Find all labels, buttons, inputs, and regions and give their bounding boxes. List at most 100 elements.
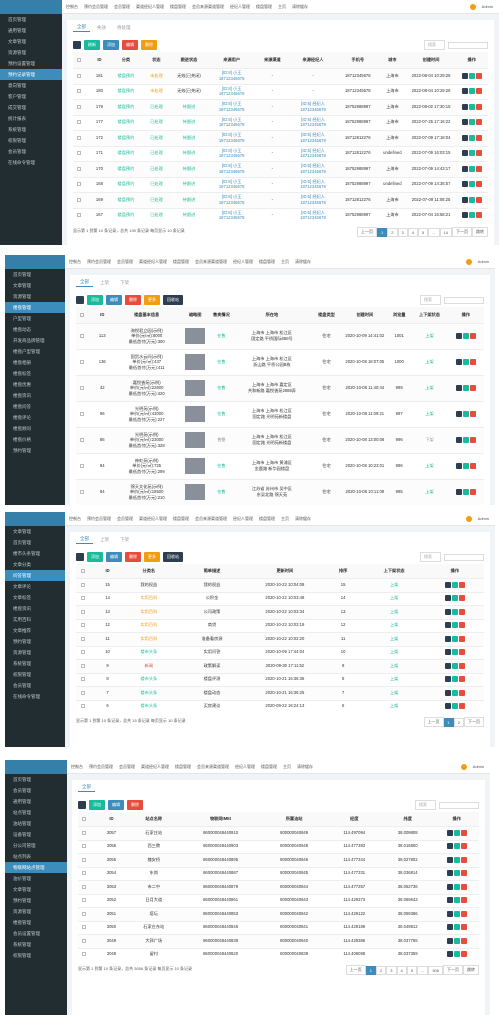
- action-button[interactable]: [469, 437, 476, 443]
- tab[interactable]: 全部: [78, 783, 95, 792]
- toolbar-button[interactable]: 添加: [89, 800, 105, 810]
- action-button[interactable]: [468, 103, 475, 110]
- page-button[interactable]: 4: [407, 227, 418, 237]
- action-button[interactable]: [455, 411, 462, 417]
- action-button[interactable]: [461, 119, 468, 126]
- action-button[interactable]: [461, 72, 468, 79]
- tab[interactable]: 下架: [120, 279, 129, 285]
- checkbox[interactable]: [80, 690, 85, 695]
- action-button[interactable]: [453, 829, 460, 836]
- action-button[interactable]: [453, 870, 460, 877]
- toolbar-button[interactable]: 回收站: [163, 295, 183, 305]
- sidebar-item[interactable]: 文章推荐: [13, 628, 31, 633]
- nav-tab[interactable]: 渠道经纪人管理: [136, 3, 164, 9]
- action-button[interactable]: [451, 649, 458, 656]
- action-button[interactable]: [469, 463, 476, 469]
- nav-tab[interactable]: 经纪人管理: [233, 515, 253, 521]
- nav-tab[interactable]: 楼盘管理: [173, 515, 189, 521]
- sidebar-item[interactable]: 首页管理: [13, 272, 31, 277]
- sidebar-item[interactable]: 油价管理: [13, 876, 31, 881]
- checkbox[interactable]: [80, 464, 85, 468]
- nav-tab[interactable]: 会员来源渠道管理: [197, 763, 229, 769]
- search-box[interactable]: 搜索: [420, 295, 441, 305]
- sidebar-item[interactable]: 设备管理: [13, 832, 31, 837]
- toolbar-button[interactable]: 回收站: [163, 552, 183, 562]
- checkbox[interactable]: [80, 596, 85, 601]
- action-button[interactable]: [444, 676, 451, 683]
- action-button[interactable]: [475, 103, 482, 110]
- search-box[interactable]: 搜索: [415, 800, 436, 810]
- action-button[interactable]: [451, 622, 458, 629]
- checkbox[interactable]: [80, 313, 85, 317]
- action-button[interactable]: [468, 165, 475, 172]
- sidebar-item[interactable]: 站点管理: [13, 810, 31, 815]
- nav-tab[interactable]: 楼盘管理: [170, 3, 186, 9]
- nav-tab[interactable]: 预约会员管理: [84, 3, 108, 9]
- sidebar-item[interactable]: 油站管理: [13, 821, 31, 826]
- nav-tab[interactable]: 楼盘管理: [175, 763, 191, 769]
- search-box[interactable]: 搜索: [420, 552, 441, 562]
- action-button[interactable]: [460, 856, 467, 863]
- sidebar-item[interactable]: 楼盘标签: [13, 371, 31, 376]
- refresh-button[interactable]: [76, 296, 84, 304]
- sidebar-item[interactable]: 文章管理: [13, 529, 31, 534]
- checkbox[interactable]: [77, 73, 82, 78]
- action-button[interactable]: [468, 88, 475, 95]
- checkbox[interactable]: [80, 334, 85, 338]
- action-button[interactable]: [444, 689, 451, 696]
- nav-tab[interactable]: 主页: [281, 258, 289, 264]
- toolbar-button[interactable]: 删除: [127, 800, 143, 810]
- sidebar-item[interactable]: 权限管理: [13, 953, 31, 958]
- checkbox[interactable]: [82, 871, 87, 876]
- nav-tab[interactable]: 经纪人管理: [235, 763, 255, 769]
- tab[interactable]: 全部: [76, 278, 93, 287]
- sidebar-item[interactable]: 首页管理: [13, 540, 31, 545]
- action-button[interactable]: [460, 937, 467, 944]
- toolbar-button[interactable]: 编辑: [106, 552, 122, 562]
- sidebar-item[interactable]: 楼盘优惠: [13, 382, 31, 387]
- action-button[interactable]: [469, 385, 476, 391]
- sidebar-item[interactable]: 实用百科: [13, 617, 31, 622]
- nav-tab[interactable]: 会员管理: [114, 3, 130, 9]
- action-button[interactable]: [451, 608, 458, 615]
- action-button[interactable]: [451, 689, 458, 696]
- toolbar-button[interactable]: 删除: [141, 40, 157, 50]
- action-button[interactable]: [446, 937, 453, 944]
- action-button[interactable]: [451, 703, 458, 710]
- sidebar-item[interactable]: 楼盘动态: [13, 327, 31, 332]
- page-button[interactable]: 2: [376, 965, 387, 975]
- page-button[interactable]: 5: [406, 965, 417, 975]
- nav-tab[interactable]: 经纪人管理: [233, 258, 253, 264]
- action-button[interactable]: [475, 119, 482, 126]
- checkbox[interactable]: [82, 830, 87, 835]
- page-button[interactable]: 306: [428, 965, 443, 975]
- sidebar-item[interactable]: 意向管理: [8, 83, 26, 88]
- action-button[interactable]: [468, 72, 475, 79]
- action-button[interactable]: [444, 595, 451, 602]
- toolbar-button[interactable]: 添加: [87, 552, 103, 562]
- page-button[interactable]: 14: [439, 227, 452, 237]
- checkbox[interactable]: [77, 182, 82, 187]
- sidebar-item[interactable]: 会员管理: [13, 683, 31, 688]
- checkbox[interactable]: [77, 213, 82, 218]
- refresh-button[interactable]: [73, 41, 81, 49]
- sidebar-item[interactable]: 问答管理: [5, 570, 65, 581]
- toolbar-button[interactable]: 添加: [87, 295, 103, 305]
- sidebar-item[interactable]: 预约管理: [13, 898, 31, 903]
- page-button[interactable]: 1: [443, 717, 454, 727]
- action-button[interactable]: [444, 635, 451, 642]
- sidebar-item[interactable]: 预约管理: [13, 639, 31, 644]
- action-button[interactable]: [458, 608, 465, 615]
- sidebar-item[interactable]: 权限管理: [8, 138, 26, 143]
- checkbox[interactable]: [80, 636, 85, 641]
- action-button[interactable]: [451, 595, 458, 602]
- toolbar-button[interactable]: 编辑: [122, 40, 138, 50]
- nav-tab[interactable]: 渠道经纪人管理: [139, 258, 167, 264]
- refresh-button[interactable]: [78, 801, 86, 809]
- nav-tab[interactable]: 渠道经纪人管理: [139, 515, 167, 521]
- page-button[interactable]: 4: [396, 965, 407, 975]
- action-button[interactable]: [444, 703, 451, 710]
- page-button[interactable]: ...: [416, 965, 429, 975]
- checkbox[interactable]: [82, 844, 87, 849]
- action-button[interactable]: [475, 72, 482, 79]
